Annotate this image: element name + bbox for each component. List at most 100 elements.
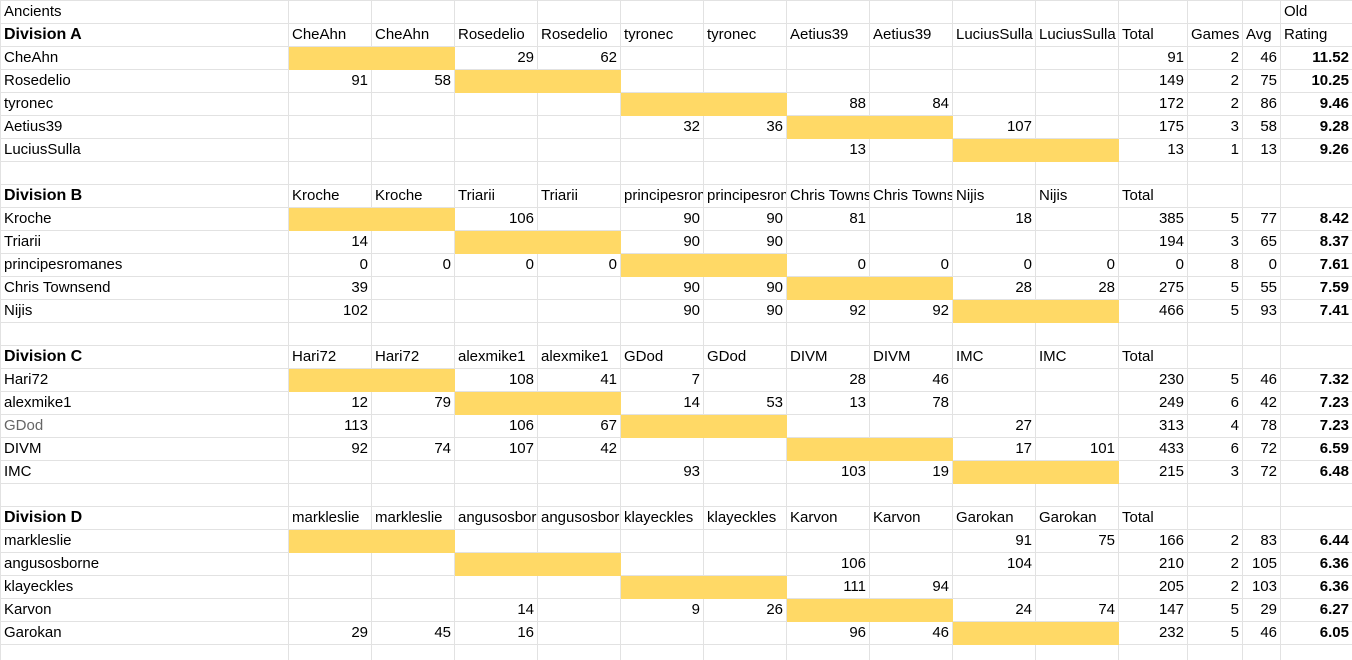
total: 175	[1118, 115, 1188, 139]
score-cell: 28	[786, 368, 870, 392]
cell	[0, 322, 289, 346]
total: 205	[1118, 575, 1188, 599]
rating: 9.28	[1280, 115, 1352, 139]
score-cell	[620, 529, 704, 553]
score-cell: 93	[620, 460, 704, 484]
cell	[620, 0, 704, 24]
score-cell: 90	[620, 276, 704, 300]
division-title: Division A	[0, 23, 289, 47]
player-name: Triarii	[0, 230, 289, 254]
score-cell	[288, 92, 372, 116]
score-cell: 46	[869, 368, 953, 392]
division-header-row: Division C Hari72 Hari72 alexmike1 alexmike1…	[0, 345, 1352, 369]
cell	[1242, 483, 1281, 507]
column-header: markleslie	[288, 506, 372, 530]
games: 6	[1187, 391, 1243, 415]
column-header: alexmike1	[537, 345, 621, 369]
score-cell	[371, 207, 455, 231]
score-cell	[952, 230, 1036, 254]
score-cell	[620, 69, 704, 93]
column-header: DIVM	[869, 345, 953, 369]
score-cell	[869, 276, 953, 300]
rating: 6.36	[1280, 552, 1352, 576]
score-cell	[371, 598, 455, 622]
column-header: Chris Townsend	[869, 184, 953, 208]
blank-row	[0, 644, 1352, 660]
column-header: Avg	[1242, 23, 1281, 47]
cell	[869, 483, 953, 507]
score-cell	[371, 529, 455, 553]
cell	[786, 322, 870, 346]
column-header: alexmike1	[454, 345, 538, 369]
score-cell	[952, 299, 1036, 323]
blank-row	[0, 322, 1352, 346]
rating: 7.23	[1280, 414, 1352, 438]
rating: 7.32	[1280, 368, 1352, 392]
score-cell	[620, 575, 704, 599]
score-cell: 79	[371, 391, 455, 415]
score-cell: 84	[869, 92, 953, 116]
player-name: Hari72	[0, 368, 289, 392]
rating: 6.59	[1280, 437, 1352, 461]
column-header: GDod	[620, 345, 704, 369]
score-cell	[537, 575, 621, 599]
player-name: IMC	[0, 460, 289, 484]
column-header: Karvon	[869, 506, 953, 530]
score-cell: 28	[1035, 276, 1119, 300]
total: 147	[1118, 598, 1188, 622]
total: 210	[1118, 552, 1188, 576]
score-cell	[1035, 92, 1119, 116]
score-cell: 46	[869, 621, 953, 645]
column-header	[1242, 506, 1281, 530]
rating: 8.37	[1280, 230, 1352, 254]
score-cell: 42	[537, 437, 621, 461]
column-header	[1280, 184, 1352, 208]
cell	[1035, 644, 1119, 660]
player-name: klayeckles	[0, 575, 289, 599]
score-cell: 29	[288, 621, 372, 645]
score-cell	[371, 115, 455, 139]
score-cell	[1035, 69, 1119, 93]
score-cell	[537, 276, 621, 300]
games: 5	[1187, 207, 1243, 231]
score-cell: 91	[288, 69, 372, 93]
games: 5	[1187, 276, 1243, 300]
player-name: Nijis	[0, 299, 289, 323]
column-header: Rosedelio	[537, 23, 621, 47]
rating: 7.41	[1280, 299, 1352, 323]
score-cell	[703, 621, 787, 645]
player-row: Nijis 102 90 90 92 92 466 5 93 7.41	[0, 299, 1352, 323]
avg: 75	[1242, 69, 1281, 93]
cell	[1118, 483, 1188, 507]
column-header	[1280, 345, 1352, 369]
total: 166	[1118, 529, 1188, 553]
column-header: Kroche	[371, 184, 455, 208]
column-header: CheAhn	[288, 23, 372, 47]
avg: 103	[1242, 575, 1281, 599]
cell	[537, 0, 621, 24]
games: 2	[1187, 575, 1243, 599]
rating: 9.26	[1280, 138, 1352, 162]
score-cell	[454, 138, 538, 162]
cell	[288, 0, 372, 24]
score-cell	[703, 414, 787, 438]
score-cell: 7	[620, 368, 704, 392]
avg: 55	[1242, 276, 1281, 300]
cell	[1280, 483, 1352, 507]
games: 6	[1187, 437, 1243, 461]
column-header: Nijis	[1035, 184, 1119, 208]
score-cell: 9	[620, 598, 704, 622]
player-row: tyronec 88 84 172 2 86 9.46	[0, 92, 1352, 116]
score-cell: 14	[620, 391, 704, 415]
score-cell	[869, 207, 953, 231]
score-cell: 16	[454, 621, 538, 645]
score-cell	[537, 529, 621, 553]
score-cell	[620, 253, 704, 277]
score-cell	[952, 460, 1036, 484]
score-cell	[537, 598, 621, 622]
column-header: Games	[1187, 23, 1243, 47]
score-cell	[537, 92, 621, 116]
column-header: Chris Townsend	[786, 184, 870, 208]
score-cell: 26	[703, 598, 787, 622]
score-cell	[1035, 138, 1119, 162]
